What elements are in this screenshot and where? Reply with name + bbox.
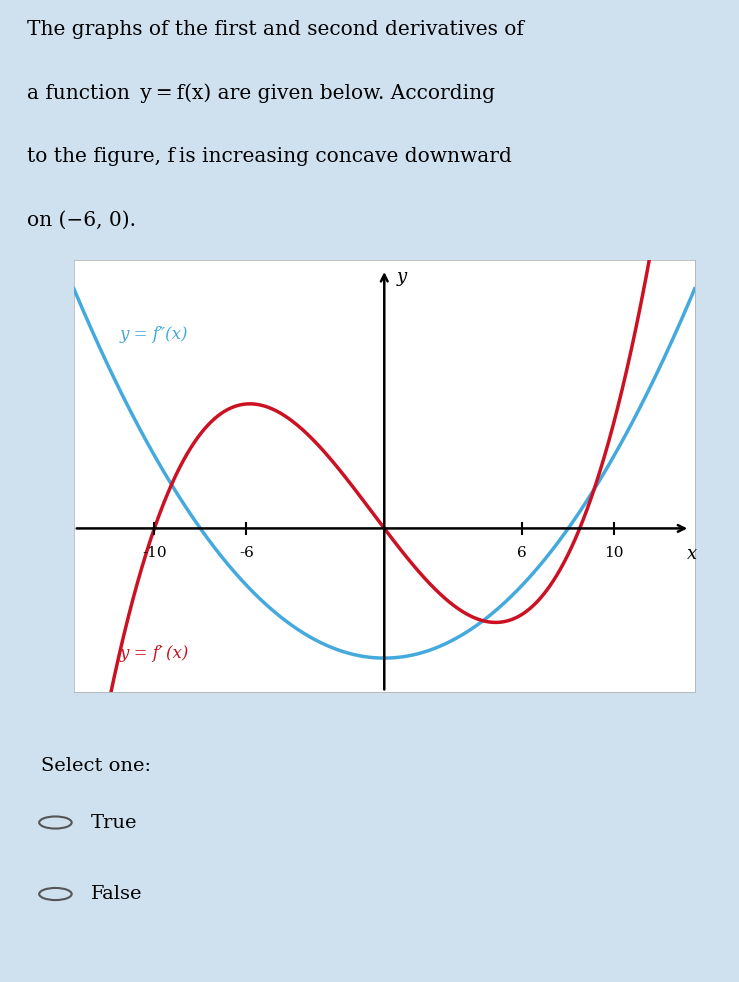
Text: to the figure, f is increasing concave downward: to the figure, f is increasing concave d… (27, 147, 512, 166)
Text: y = f″(x): y = f″(x) (120, 326, 188, 344)
Text: 6: 6 (517, 546, 527, 561)
Text: x: x (687, 545, 698, 563)
Text: Select one:: Select one: (41, 756, 151, 775)
Text: -6: -6 (239, 546, 253, 561)
Text: The graphs of the first and second derivatives of: The graphs of the first and second deriv… (27, 20, 525, 38)
Text: y = f′ (x): y = f′ (x) (120, 645, 189, 662)
Text: a function  y = f(x) are given below. According: a function y = f(x) are given below. Acc… (27, 83, 495, 103)
Text: y: y (397, 268, 407, 286)
Text: 10: 10 (605, 546, 624, 561)
Text: on (−6, 0).: on (−6, 0). (27, 211, 137, 230)
Text: True: True (91, 813, 137, 832)
Text: -10: -10 (142, 546, 167, 561)
Text: False: False (91, 885, 143, 903)
